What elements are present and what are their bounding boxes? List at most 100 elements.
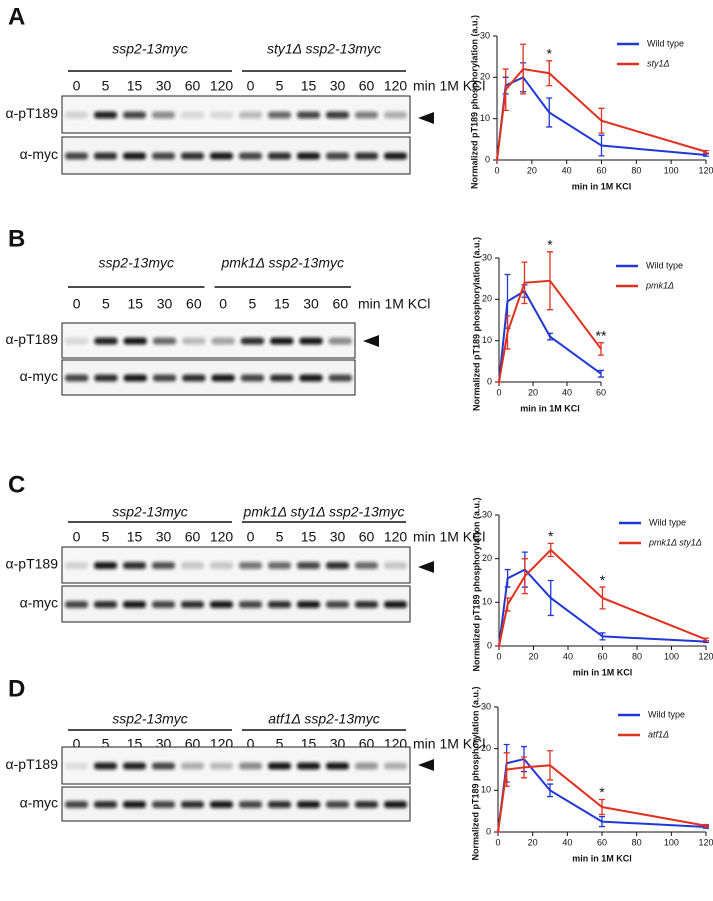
blot-band	[94, 374, 118, 382]
x-tick-label: 100	[664, 651, 679, 661]
x-tick-label: 80	[632, 651, 642, 661]
x-tick-label: 20	[527, 165, 537, 175]
blot-band	[182, 374, 206, 382]
lane-label: 5	[276, 529, 284, 545]
legend-label: Wild type	[647, 38, 684, 48]
error-bar	[599, 586, 606, 610]
error-bar	[546, 97, 553, 128]
y-tick-label: 20	[482, 294, 492, 304]
x-axis-label: min in 1M KCl	[572, 181, 632, 191]
blot-band	[384, 762, 407, 770]
unit-label: min 1M KCl	[413, 78, 485, 94]
blot-band	[210, 562, 233, 569]
panel-letter: D	[8, 675, 25, 702]
error-bar	[547, 750, 553, 781]
y-axis-label: Normalized pT189 phosphorylation (a.u.)	[471, 237, 481, 411]
x-tick-label: 80	[632, 837, 642, 847]
row-label: α-pT189	[6, 105, 59, 121]
blot-band	[65, 562, 88, 569]
blot-band	[326, 601, 349, 608]
lane-label: 0	[247, 736, 255, 752]
lane-label: 0	[73, 736, 81, 752]
blot-band	[384, 562, 407, 569]
blot-band	[123, 111, 146, 119]
blot-band	[239, 762, 262, 770]
y-tick-label: 10	[480, 113, 490, 123]
blot-band	[65, 337, 89, 345]
blot-band	[65, 762, 88, 770]
blot-band	[355, 801, 378, 808]
error-bar	[504, 597, 511, 612]
x-tick-label: 40	[562, 837, 572, 847]
error-bar	[598, 107, 605, 134]
x-axis-label: min in 1M KCl	[572, 853, 632, 863]
blot-band	[297, 562, 320, 569]
blot-band	[297, 601, 320, 608]
group-label: sty1Δ ssp2-13myc	[267, 41, 381, 57]
error-bar	[546, 60, 553, 87]
blot-band	[297, 111, 320, 119]
error-bar	[503, 752, 510, 787]
y-tick-label: 0	[486, 826, 491, 836]
blot-band	[152, 152, 175, 160]
blot-band	[240, 337, 265, 345]
blot-band	[355, 152, 378, 160]
lane-label: 30	[156, 78, 172, 94]
blot-band	[239, 152, 262, 160]
blot-band	[152, 801, 175, 808]
blot-band	[240, 374, 265, 382]
blot-band	[297, 152, 320, 160]
legend-label: Wild type	[646, 260, 683, 270]
significance-mark: *	[548, 528, 554, 544]
lane-label: 5	[276, 78, 284, 94]
y-tick-label: 20	[482, 553, 492, 563]
x-tick-label: 40	[562, 387, 572, 397]
blot-band	[326, 152, 349, 160]
y-tick-label: 10	[482, 597, 492, 607]
blot-band	[328, 374, 352, 382]
blot-band	[268, 801, 291, 808]
blot-band	[152, 374, 177, 382]
error-bar	[521, 756, 527, 779]
blot-band	[94, 762, 117, 770]
blot-band	[355, 111, 378, 119]
y-tick-label: 30	[482, 252, 492, 262]
y-tick-label: 0	[487, 640, 492, 650]
blot-band	[94, 562, 117, 569]
error-bar	[521, 558, 528, 595]
lane-label: 0	[73, 529, 81, 545]
arrowhead	[418, 759, 434, 771]
blot-band	[65, 601, 88, 608]
lane-label: 30	[330, 529, 346, 545]
blot-band	[384, 801, 407, 808]
error-bar	[703, 153, 709, 157]
blot-band	[123, 374, 147, 382]
blot-band	[123, 562, 146, 569]
group-label: ssp2-13myc	[112, 711, 187, 727]
blot-band	[94, 337, 118, 345]
error-bar	[521, 261, 528, 305]
error-bar	[547, 251, 553, 311]
x-tick-label: 120	[698, 651, 713, 661]
error-bar	[599, 632, 606, 641]
error-bar	[547, 542, 554, 558]
blot-band	[181, 562, 204, 569]
x-tick-label: 0	[496, 387, 501, 397]
lane-label: 30	[157, 296, 173, 312]
lane-label: 5	[102, 296, 110, 312]
blot-band	[268, 762, 291, 770]
blot-band	[210, 152, 233, 160]
x-tick-label: 40	[563, 651, 573, 661]
blot-band	[326, 762, 349, 770]
error-bar	[599, 798, 605, 816]
legend-label: sty1Δ	[647, 58, 670, 68]
blot-band	[123, 152, 146, 160]
blot-band	[152, 762, 175, 770]
blot-band	[65, 374, 89, 382]
blot-box	[61, 746, 411, 785]
x-tick-label: 0	[496, 651, 501, 661]
row-label: α-myc	[20, 595, 58, 611]
x-tick-label: 60	[596, 165, 606, 175]
blot-box	[61, 585, 411, 623]
blot-band	[239, 111, 262, 119]
